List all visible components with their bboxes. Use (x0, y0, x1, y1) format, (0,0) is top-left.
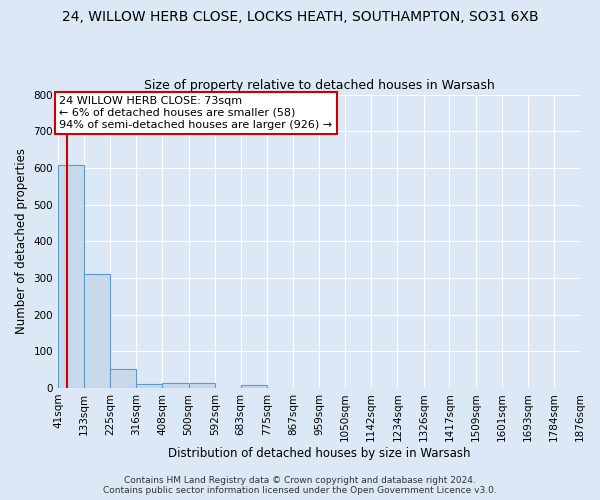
Bar (110, 369, 136, 388)
Text: Contains HM Land Registry data © Crown copyright and database right 2024.
Contai: Contains HM Land Registry data © Crown c… (103, 476, 497, 495)
Bar (241, 385, 267, 388)
Text: 24, WILLOW HERB CLOSE, LOCKS HEATH, SOUTHAMPTON, SO31 6XB: 24, WILLOW HERB CLOSE, LOCKS HEATH, SOUT… (62, 10, 538, 24)
Bar (136, 384, 163, 388)
Bar (84, 274, 110, 388)
Y-axis label: Number of detached properties: Number of detached properties (15, 148, 28, 334)
X-axis label: Distribution of detached houses by size in Warsash: Distribution of detached houses by size … (168, 447, 470, 460)
Bar (58, 165, 84, 388)
Text: 24 WILLOW HERB CLOSE: 73sqm
← 6% of detached houses are smaller (58)
94% of semi: 24 WILLOW HERB CLOSE: 73sqm ← 6% of deta… (59, 96, 332, 130)
Bar (163, 383, 188, 388)
Bar (188, 383, 215, 388)
Title: Size of property relative to detached houses in Warsash: Size of property relative to detached ho… (143, 79, 494, 92)
